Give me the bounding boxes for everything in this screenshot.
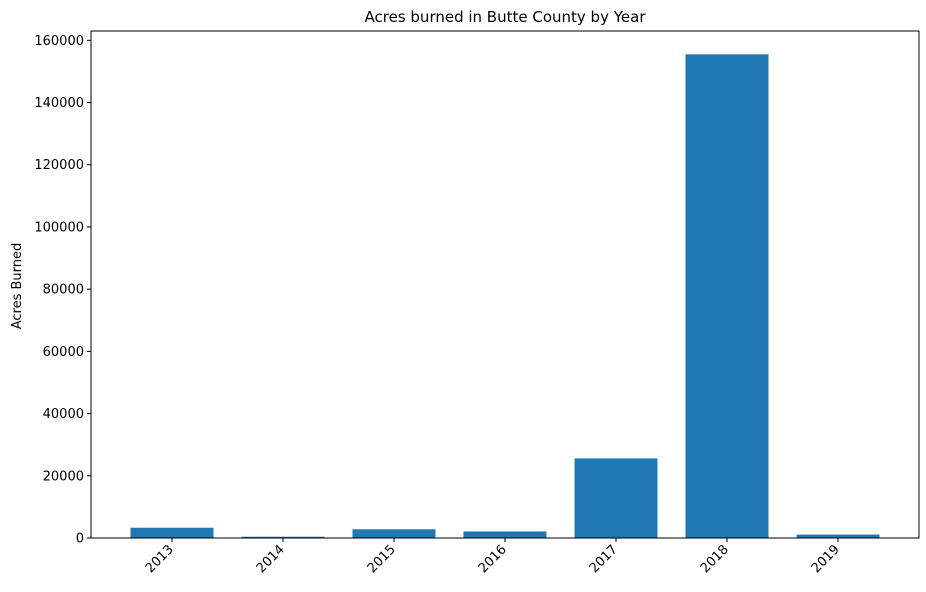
x-tick-label-2017: 2017 xyxy=(587,542,621,576)
y-tick-label-80000: 80000 xyxy=(43,283,84,298)
x-tick-label-2013: 2013 xyxy=(143,542,177,576)
bar-2018 xyxy=(685,54,769,539)
x-tick-label-2018: 2018 xyxy=(698,542,732,576)
x-ticks-group: 2013 2014 2015 2016 2017 2018 2019 xyxy=(143,538,843,576)
bar-2017 xyxy=(574,458,658,538)
x-tick-label-2016: 2016 xyxy=(476,542,510,576)
bar-2015 xyxy=(352,529,436,538)
plot-frame xyxy=(90,30,920,539)
y-tick-label-100000: 100000 xyxy=(34,220,84,235)
y-axis-label: Acres Burned xyxy=(10,243,25,330)
y-tick-label-40000: 40000 xyxy=(43,407,84,422)
bar-2014 xyxy=(241,536,325,538)
y-tick-label-60000: 60000 xyxy=(43,345,84,360)
y-tick-label-120000: 120000 xyxy=(34,158,84,173)
bar-2019 xyxy=(796,534,880,538)
y-tick-label-0: 0 xyxy=(76,532,84,547)
y-tick-label-20000: 20000 xyxy=(43,469,84,484)
y-tick-label-140000: 140000 xyxy=(34,96,84,111)
bar-2013 xyxy=(130,527,214,538)
bar-2016 xyxy=(463,531,547,538)
x-tick-label-2014: 2014 xyxy=(254,542,288,576)
chart-title: Acres burned in Butte County by Year xyxy=(365,8,647,26)
y-ticks-group: 0 20000 40000 60000 80000 100000 120000 140000 1… xyxy=(34,34,91,547)
bars-group xyxy=(130,54,880,539)
y-tick-label-160000: 160000 xyxy=(34,34,84,49)
x-tick-label-2015: 2015 xyxy=(365,542,399,576)
x-tick-label-2019: 2019 xyxy=(809,542,843,576)
